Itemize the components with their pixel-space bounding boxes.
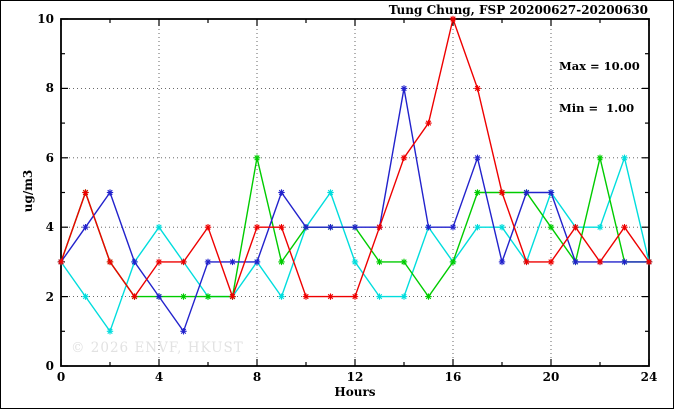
x-axis-title: Hours: [334, 385, 376, 399]
chart-title: Tung Chung, FSP 20200627-20200630: [388, 3, 648, 17]
x-tick-label: 0: [56, 370, 66, 384]
x-tick-label: 4: [154, 370, 164, 384]
y-tick-label: 0: [45, 359, 54, 373]
axis-ticks: [60, 18, 650, 367]
stats-box: Max = 10.00 Min = 1.00: [559, 31, 640, 143]
min-value-label: Min = 1.00: [559, 101, 635, 115]
y-tick-label: 4: [45, 220, 54, 235]
x-tick-label: 16: [444, 370, 462, 384]
y-tick-label: 8: [45, 81, 54, 96]
series-markers-red: [57, 15, 653, 300]
y-tick-label: 10: [37, 12, 54, 26]
series-red: [57, 15, 653, 300]
x-tick-label: 20: [542, 370, 560, 384]
x-tick-label: 24: [640, 370, 658, 384]
y-tick-label: 2: [45, 289, 54, 304]
x-tick-label: 12: [346, 370, 364, 384]
x-tick-label: 8: [252, 370, 262, 384]
max-value-label: Max = 10.00: [559, 59, 640, 73]
watermark: © 2026 ENVF, HKUST: [71, 340, 244, 356]
y-tick-label: 6: [45, 150, 54, 165]
